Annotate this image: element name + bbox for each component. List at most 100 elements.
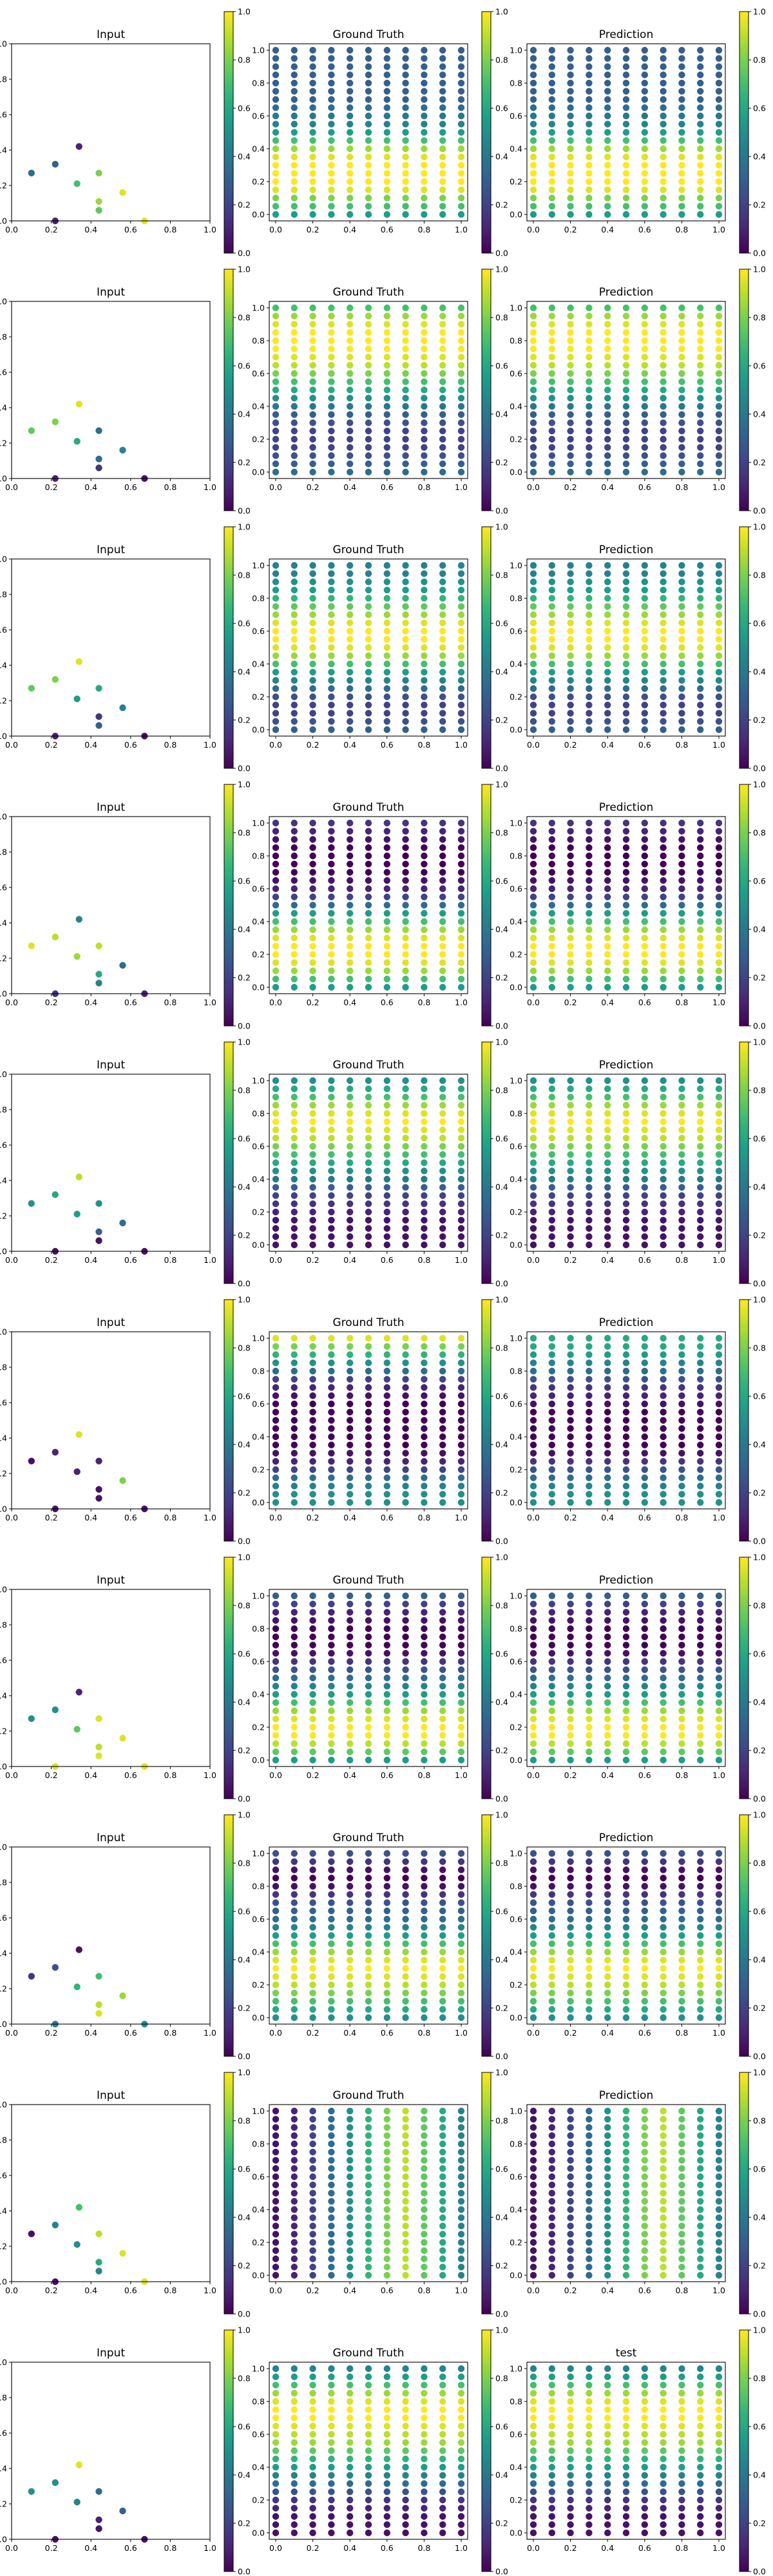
- grid-point: [328, 1482, 335, 1490]
- grid-point: [439, 967, 446, 974]
- x-tick-label: 0.6: [381, 1770, 394, 1780]
- colorbar-tick-label: 0.6: [495, 619, 508, 629]
- grid-point: [457, 578, 465, 585]
- colorbar-tick-label: 0.0: [238, 1021, 251, 1031]
- grid-point: [622, 885, 630, 893]
- grid-point: [622, 1592, 630, 1600]
- grid-point: [530, 402, 537, 410]
- grid-point: [291, 587, 298, 594]
- grid-point: [421, 926, 428, 933]
- grid-point: [678, 178, 685, 185]
- grid-point: [383, 1217, 390, 1224]
- grid-point: [383, 1200, 390, 1208]
- grid-point: [567, 321, 574, 328]
- grid-point: [457, 2190, 465, 2197]
- x-tick-label: 0.8: [675, 740, 688, 750]
- grid-point: [604, 1233, 611, 1240]
- grid-point: [604, 1499, 611, 1506]
- grid-point: [530, 104, 537, 111]
- grid-point: [530, 652, 537, 659]
- grid-point: [309, 1094, 316, 1101]
- grid-point: [291, 1850, 298, 1857]
- grid-point: [272, 1973, 280, 1980]
- grid-point: [586, 96, 593, 103]
- input-point: [95, 2268, 102, 2275]
- grid-point: [548, 893, 555, 900]
- y-tick-label: 1.0: [510, 1849, 522, 1859]
- colorbar: [481, 1557, 491, 1799]
- grid-point: [309, 1482, 316, 1490]
- grid-point: [402, 153, 409, 160]
- grid-point: [309, 1866, 316, 1873]
- grid-point: [678, 1458, 685, 1465]
- grid-point: [291, 1981, 298, 1989]
- grid-point: [272, 1600, 280, 1607]
- grid-point: [530, 718, 537, 725]
- grid-point: [421, 1433, 428, 1441]
- grid-point: [660, 726, 667, 734]
- grid-point: [365, 718, 372, 725]
- grid-point: [715, 1674, 723, 1681]
- grid-point: [604, 693, 611, 701]
- grid-point: [567, 444, 574, 451]
- x-tick-label: 0.0: [5, 740, 18, 750]
- grid-point: [402, 1948, 409, 1956]
- grid-point: [715, 1384, 723, 1391]
- y-tick-label: 0.6: [252, 111, 265, 121]
- x-tick-label: 0.6: [638, 482, 651, 492]
- grid-point: [383, 79, 390, 87]
- grid-point: [678, 186, 685, 193]
- grid-point: [439, 1225, 446, 1232]
- grid-point: [530, 1850, 537, 1857]
- grid-point: [347, 337, 354, 345]
- grid-point: [604, 1351, 611, 1358]
- input-point: [95, 207, 102, 214]
- grid-point: [402, 2181, 409, 2188]
- grid-point: [457, 112, 465, 120]
- grid-point: [309, 902, 316, 909]
- grid-point: [530, 660, 537, 668]
- y-tick-label: 0.2: [510, 1980, 522, 1990]
- grid-point: [530, 321, 537, 328]
- grid-point: [383, 587, 390, 594]
- grid-point: [347, 1151, 354, 1158]
- grid-point: [328, 1433, 335, 1441]
- grid-point: [272, 153, 280, 160]
- grid-point: [402, 1940, 409, 1947]
- grid-point: [548, 1217, 555, 1224]
- axes-frame: [526, 1331, 726, 1510]
- grid-point: [697, 934, 704, 942]
- grid-point: [678, 869, 685, 876]
- grid-point: [328, 1756, 335, 1764]
- colorbar-tick-label: 0.0: [495, 1279, 508, 1289]
- grid-point: [365, 178, 372, 185]
- grid-point: [622, 170, 630, 177]
- grid-point: [586, 1899, 593, 1906]
- y-tick-label: 0.4: [510, 1947, 522, 1957]
- grid-point: [309, 2014, 316, 2022]
- grid-point: [715, 1142, 723, 1150]
- grid-point: [402, 1094, 409, 1101]
- grid-point: [291, 943, 298, 950]
- grid-point: [697, 1458, 704, 1465]
- colorbar-tick-label: 0.2: [753, 200, 766, 210]
- grid-point: [439, 693, 446, 701]
- grid-point: [457, 145, 465, 153]
- grid-point: [697, 1956, 704, 1964]
- grid-point: [272, 1948, 280, 1956]
- grid-point: [347, 910, 354, 917]
- grid-point: [402, 1850, 409, 1857]
- grid-point: [365, 885, 372, 893]
- grid-point: [715, 312, 723, 319]
- grid-point: [660, 1392, 667, 1399]
- grid-point: [439, 677, 446, 684]
- grid-point: [439, 162, 446, 169]
- input-point: [75, 1431, 82, 1438]
- grid-point: [402, 96, 409, 103]
- y-tick-label: 1.0: [510, 561, 522, 571]
- grid-point: [328, 428, 335, 435]
- grid-point: [439, 1625, 446, 1633]
- grid-point: [291, 321, 298, 328]
- grid-point: [272, 652, 280, 659]
- grid-point: [697, 594, 704, 602]
